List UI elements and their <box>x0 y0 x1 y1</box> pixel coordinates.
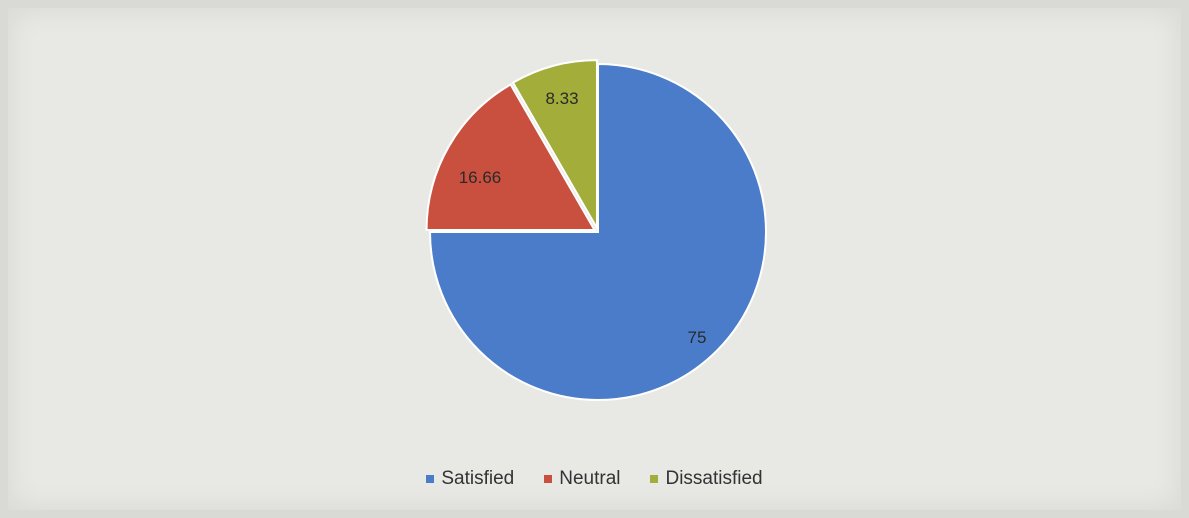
legend-item-satisfied: Satisfied <box>426 468 514 490</box>
pie-slice-neutral <box>425 83 597 231</box>
legend-item-dissatisfied: Dissatisfied <box>650 468 763 490</box>
legend-swatch-neutral <box>544 475 553 483</box>
legend-label-satisfied: Satisfied <box>441 468 515 489</box>
data-label-dissatisfied: 8.33 <box>545 89 578 108</box>
legend-swatch-satisfied <box>426 475 435 483</box>
data-label-satisfied: 75 <box>688 328 707 347</box>
legend-label-dissatisfied: Dissatisfied <box>665 468 763 489</box>
legend-swatch-dissatisfied <box>650 475 659 483</box>
legend: Satisfied Neutral Dissatisfied <box>0 468 1189 490</box>
legend-label-neutral: Neutral <box>559 468 621 489</box>
legend-item-neutral: Neutral <box>544 468 620 490</box>
data-label-neutral: 16.66 <box>459 168 502 187</box>
pie-slice-satisfied <box>428 62 767 401</box>
pie-slice-dissatisfied <box>511 59 598 232</box>
